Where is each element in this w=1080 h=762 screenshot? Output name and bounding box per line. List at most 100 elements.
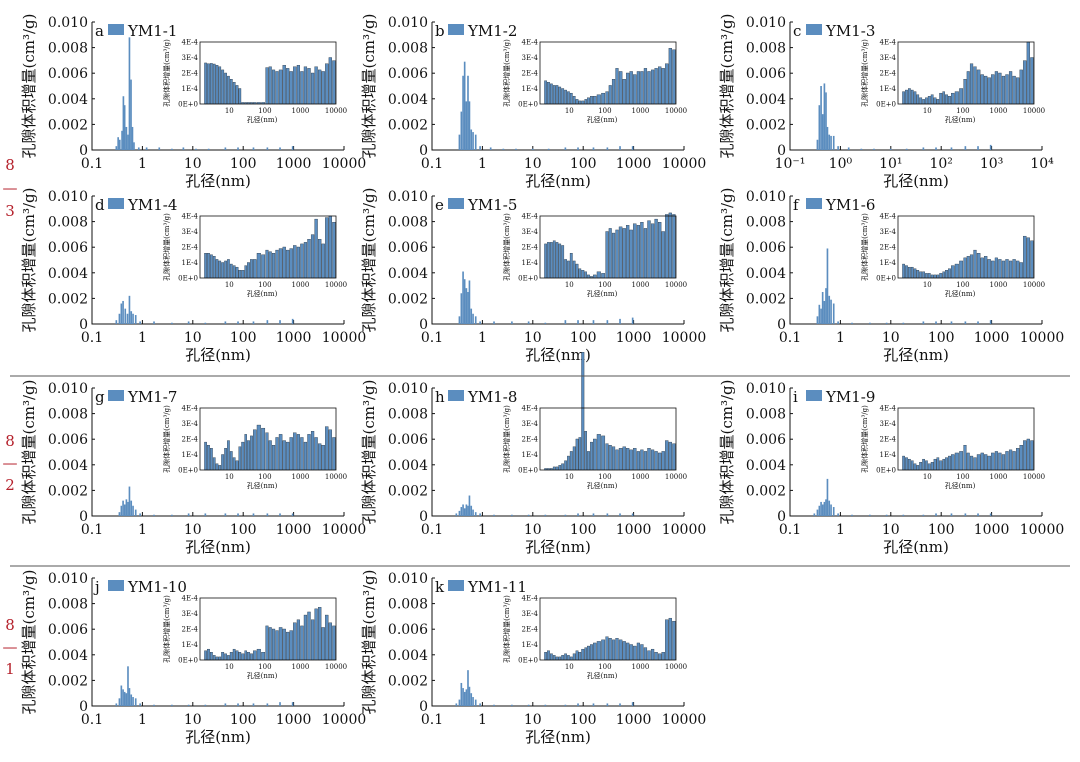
data-bar [830, 504, 832, 516]
inset-j: 0E+0 1E-4 2E-4 3E-4 4E-4 10 100 1000 10000 孔径(nm)… [162, 595, 347, 681]
inset-bar [215, 463, 219, 471]
data-bar [134, 698, 137, 706]
inset-frame [199, 597, 337, 661]
inset-bar [552, 466, 556, 471]
inset-bar [987, 77, 991, 105]
x-tick-label: 0.1 [779, 522, 801, 538]
data-bar [818, 105, 821, 150]
inset-bar [218, 66, 222, 105]
data-bar [502, 148, 505, 150]
data-bar [171, 704, 173, 706]
inset-bar [567, 260, 570, 279]
y-tick-label: 0.004 [388, 648, 428, 664]
data-bar [224, 147, 227, 150]
inset-x-tick-label: 1000 [632, 107, 650, 115]
group-label: 8 — 3 [3, 156, 18, 220]
inset-bar [615, 68, 619, 105]
inset-bar [561, 655, 565, 661]
inset-bar [572, 260, 576, 279]
inset-bar [555, 466, 559, 471]
data-bar [823, 300, 826, 324]
inset-bar [948, 455, 951, 471]
inset-bar [261, 427, 266, 471]
inset-y-tick-label: 4E-4 [181, 405, 198, 413]
inset-bar [987, 259, 991, 279]
inset-bar [303, 242, 308, 279]
inset-bar [908, 266, 911, 279]
panel-a: 0 0.002 0.004 0.006 0.008 0.010 0.1 1 10 100 1000 1… [20, 14, 366, 191]
data-bar [279, 513, 281, 516]
inset-bar [289, 630, 293, 661]
panel-letter: j [93, 578, 100, 596]
inset-bar [601, 273, 606, 279]
inset-bar [633, 448, 637, 471]
inset-bar [916, 94, 920, 105]
y-tick-label: 0.008 [746, 215, 786, 231]
inset-bar [933, 97, 937, 105]
inset-bar [942, 458, 945, 471]
data-bar [117, 137, 119, 150]
inset-bar [581, 270, 585, 279]
data-bar [122, 500, 124, 516]
inset-bar [672, 49, 676, 105]
inset-bar [332, 625, 336, 661]
data-bar [462, 504, 464, 516]
inset-bar [590, 96, 593, 105]
inset-bar [250, 259, 253, 279]
data-bar [474, 134, 477, 150]
data-bar [479, 703, 481, 706]
inset-bar [321, 243, 325, 279]
inset-bar [310, 234, 315, 279]
y-tick-label: 0.010 [388, 189, 428, 205]
y-axis-label: 孔隙体积增量(cm³/g) [20, 570, 38, 715]
inset-bar [951, 454, 955, 471]
inset-bar [207, 445, 210, 471]
inset-bar [300, 437, 304, 471]
inset-bar [282, 246, 286, 279]
inset-bar [665, 440, 669, 471]
data-bar [123, 691, 126, 706]
inset-bar [569, 656, 573, 661]
inset-bar [278, 627, 283, 661]
inset-bar [1005, 451, 1009, 471]
inset-bar [626, 642, 630, 661]
panel-g: 0 0.002 0.004 0.006 0.008 0.010 0.1 1 10 100 1000 1… [20, 380, 366, 557]
data-bar [462, 271, 464, 324]
data-bar [474, 316, 477, 324]
inset-x-tick-label: 10000 [325, 281, 347, 289]
x-axis-label: 孔径(nm) [883, 346, 949, 364]
data-bar [828, 295, 831, 324]
data-bar [120, 303, 123, 324]
data-bar [816, 509, 819, 516]
inset-bar [936, 457, 940, 471]
inset-bar [647, 220, 651, 279]
data-bar [126, 313, 129, 324]
inset-bar [945, 457, 948, 471]
x-tick-label: 1 [138, 712, 147, 728]
inset-x-tick-label: 1000 [632, 663, 650, 671]
data-bar [511, 321, 513, 324]
inset-x-tick-label: 10000 [1023, 473, 1045, 481]
data-bar [237, 513, 239, 516]
inset-bar [994, 451, 998, 471]
data-bar [820, 86, 822, 150]
inset-bar [572, 653, 576, 661]
y-tick-label: 0.006 [746, 240, 786, 256]
inset-y-tick-label: 0E+0 [178, 467, 198, 475]
inset-bar [908, 88, 911, 105]
inset-y-tick-label: 1E-4 [521, 259, 538, 267]
inset-bar [959, 88, 964, 105]
panel-h: 0 0.002 0.004 0.006 0.008 0.010 0.1 1 10 100 1000 1… [360, 352, 706, 556]
inset-bar [902, 455, 905, 471]
panel-f: 0 0.002 0.004 0.006 0.008 0.010 0.1 1 10 100 1000 1… [718, 188, 1064, 365]
x-tick-label: 1000 [616, 522, 652, 538]
inset-y-axis-label: 孔隙体积增量(cm³/g) [860, 213, 869, 281]
data-bar [922, 514, 925, 516]
inset-bar [665, 214, 669, 279]
inset-x-tick-label: 100 [598, 473, 611, 481]
y-tick-label: 0.002 [746, 117, 786, 133]
data-bar [266, 703, 269, 706]
inset-bar [927, 273, 931, 279]
data-bar [619, 318, 621, 324]
inset-x-tick-label: 1000 [990, 281, 1008, 289]
